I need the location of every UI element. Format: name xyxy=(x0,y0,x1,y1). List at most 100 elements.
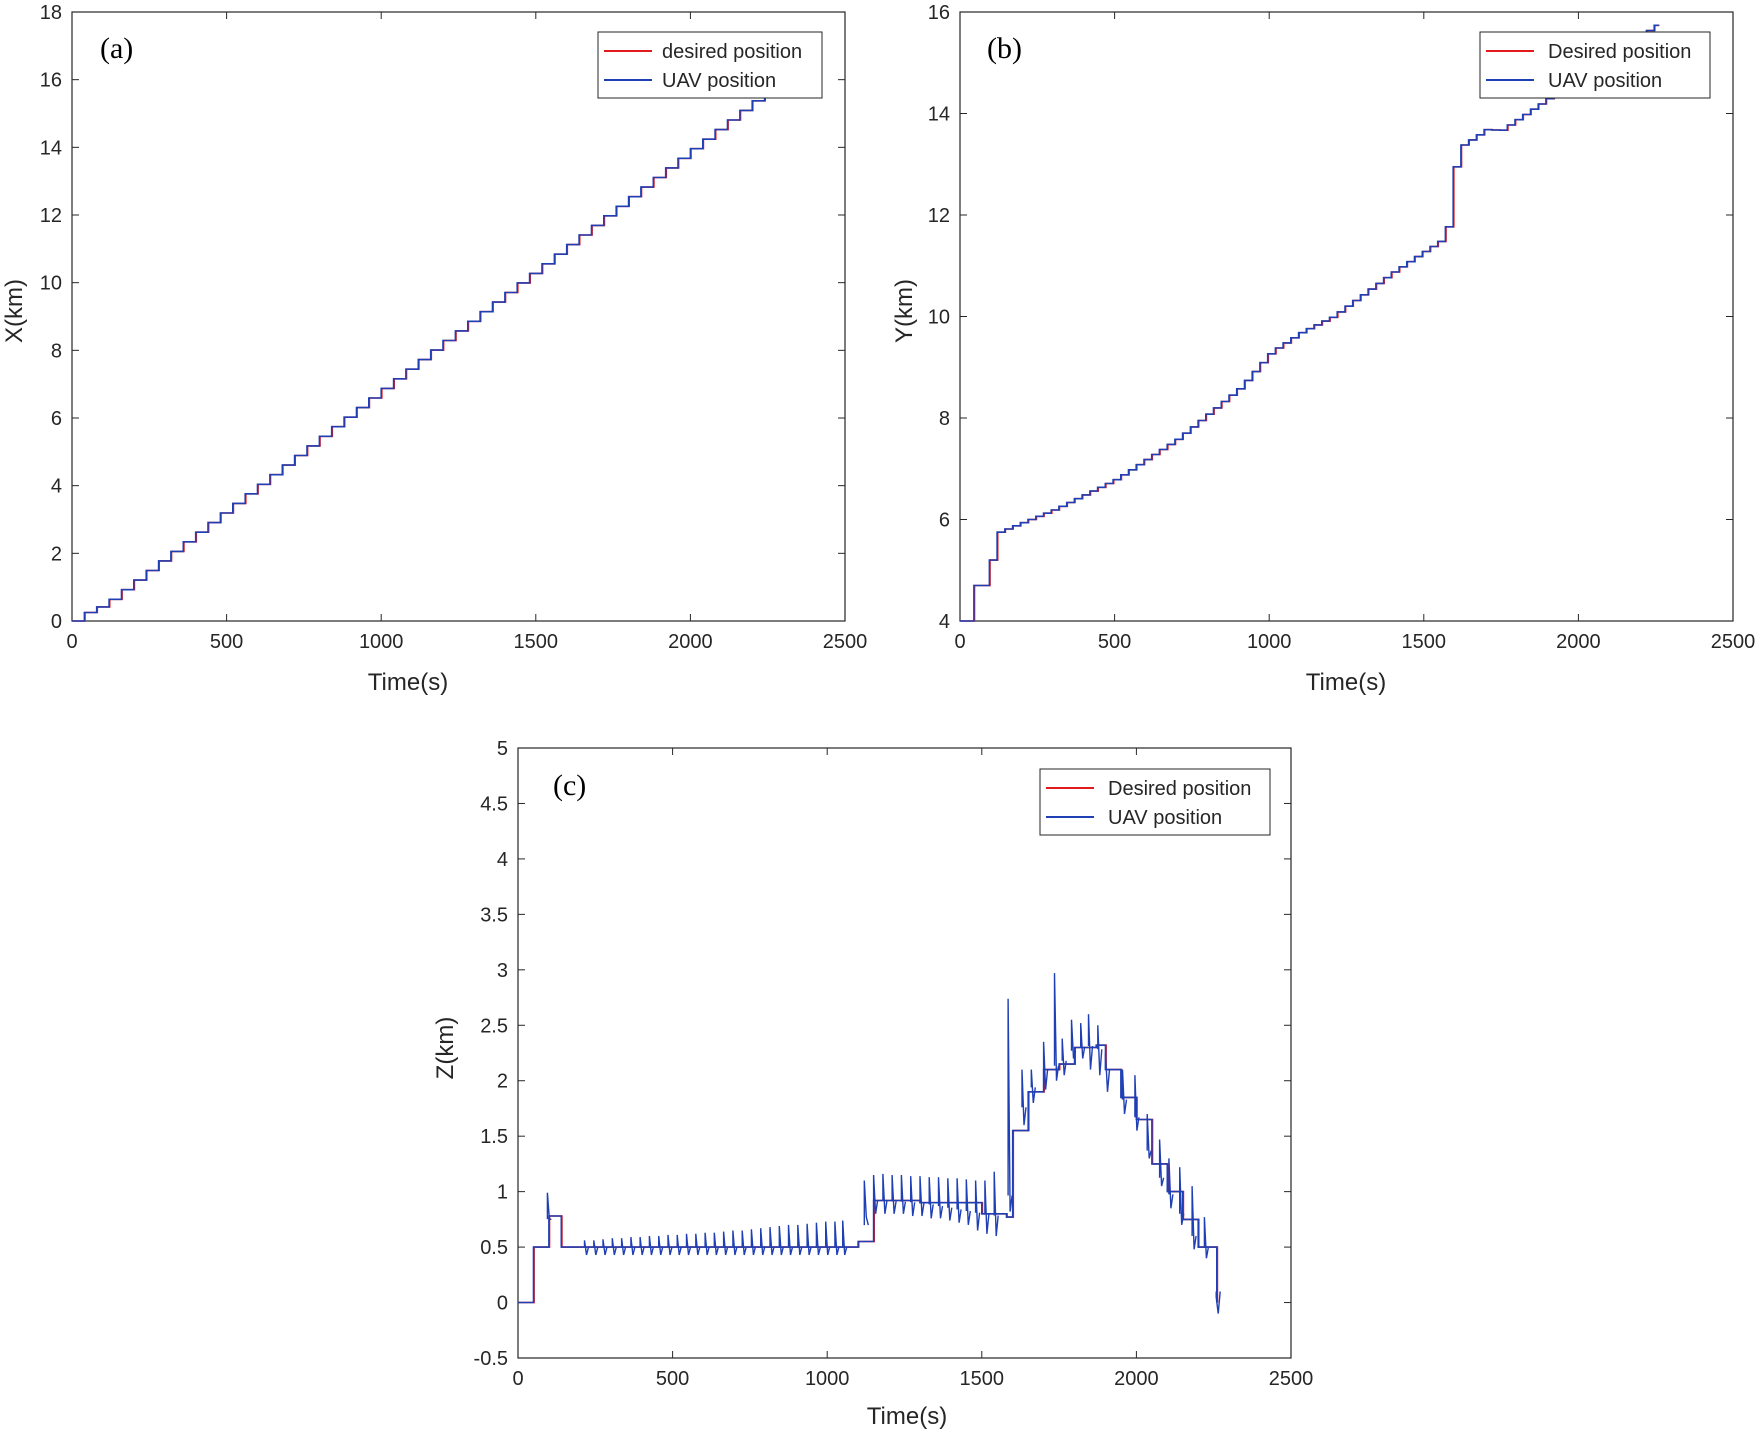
uav-transient-spike xyxy=(620,1238,627,1256)
y-tick-label: 16 xyxy=(40,70,62,92)
plot-area-b: 0 500 1000 1500 2000 2500 4 6 8 10 12 14 16 xyxy=(928,2,1756,653)
y-tick-label: 4 xyxy=(939,611,950,633)
y-tick-label: 8 xyxy=(939,408,950,430)
axes-box-c xyxy=(517,747,1292,1359)
plot-area-a: 0 500 1000 1500 2000 2500 0 2 4 6 8 10 12 14 16 18 xyxy=(40,2,868,653)
uav-transient-spike xyxy=(1121,1069,1128,1115)
x-tick-label: 2000 xyxy=(668,631,713,653)
uav-transient-spike xyxy=(815,1222,822,1256)
uav-transient-spike xyxy=(1168,1158,1174,1209)
y-axis-label-b: Y(km) xyxy=(891,279,918,343)
x-tick-label: 2500 xyxy=(823,631,868,653)
legend-b: Desired position UAV position xyxy=(1479,31,1711,99)
axes-box-a xyxy=(71,11,846,622)
x-tick-label: 2000 xyxy=(1114,1368,1159,1390)
x-tick-label: 1000 xyxy=(359,631,404,653)
panel-label-b: (b) xyxy=(987,32,1022,65)
uav-transient-spike xyxy=(1104,1052,1111,1092)
x-axis-label-b: Time(s) xyxy=(1306,669,1386,696)
x-tick-label: 1500 xyxy=(514,631,559,653)
x-axis-label-c: Time(s) xyxy=(867,1403,947,1430)
y-tick-label: 2 xyxy=(51,543,62,565)
x-axis-label-a: Time(s) xyxy=(368,669,448,696)
uav-transient-spike xyxy=(760,1228,766,1256)
y-axis-label-a: X(km) xyxy=(1,279,28,343)
y-tick-label: 18 xyxy=(40,2,62,24)
chart-panel-a: 0 500 1000 1500 2000 2500 0 2 4 6 8 10 12 14 16 18 Time… xyxy=(1,2,867,696)
y-tick-label: 10 xyxy=(928,307,950,329)
uav-transient-spike xyxy=(1061,1038,1067,1076)
uav-transient-spike xyxy=(685,1233,692,1256)
y-tick-label: 6 xyxy=(939,510,950,532)
legend-label-desired-c: Desired position xyxy=(1108,778,1251,800)
uav-transient-spike xyxy=(1179,1167,1185,1226)
y-tick-label: 0.5 xyxy=(480,1237,508,1259)
x-tick-label: 1000 xyxy=(1247,631,1292,653)
uav-transient-spike xyxy=(602,1239,608,1256)
y-tick-label: 8 xyxy=(51,340,62,362)
uav-transient-spike xyxy=(667,1234,673,1256)
plot-area-c: 0 500 1000 1500 2000 2500-0.500.511.522.533.5… xyxy=(474,738,1314,1390)
y-tick-label: 1 xyxy=(497,1182,508,1204)
y-tick-label: 5 xyxy=(497,738,508,760)
series-line-uav-b xyxy=(960,24,1659,622)
uav-transient-spike xyxy=(806,1223,812,1256)
y-tick-label: 4.5 xyxy=(480,793,508,815)
x-tick-label: 2500 xyxy=(1711,631,1756,653)
uav-transient-spike xyxy=(593,1240,599,1256)
uav-transient-spike xyxy=(965,1179,971,1225)
x-tick-label: 500 xyxy=(1098,631,1131,653)
y-tick-label: 4 xyxy=(51,476,62,498)
uav-transient-spike xyxy=(1191,1186,1197,1250)
uav-transient-spike xyxy=(1097,1025,1103,1076)
y-axis-label-c: Z(km) xyxy=(432,1017,459,1080)
y-tick-label: 0 xyxy=(51,611,62,633)
uav-transient-spike xyxy=(630,1237,636,1256)
uav-transient-spike xyxy=(834,1221,840,1256)
uav-transient-spike xyxy=(1134,1075,1140,1131)
y-tick-label: 2.5 xyxy=(480,1015,508,1037)
x-tick-label: 0 xyxy=(954,631,965,653)
uav-transient-spike xyxy=(919,1176,925,1217)
uav-transient-spike xyxy=(611,1238,617,1256)
legend-label-uav-b: UAV position xyxy=(1548,70,1662,92)
x-tick-label: 1000 xyxy=(805,1368,850,1390)
panel-label-c: (c) xyxy=(553,769,586,802)
y-tick-label: 12 xyxy=(40,205,62,227)
uav-transient-spike xyxy=(676,1234,682,1256)
uav-transient-spike xyxy=(695,1233,701,1256)
uav-transient-spike xyxy=(1158,1139,1165,1187)
series-line-uav-a xyxy=(72,90,771,622)
y-tick-label: 16 xyxy=(928,2,950,24)
uav-transient-spike xyxy=(863,1180,869,1226)
y-tick-label: 1.5 xyxy=(480,1126,508,1148)
uav-transient-spike xyxy=(658,1235,664,1256)
uav-transient-spike xyxy=(974,1180,981,1231)
uav-transient-spike xyxy=(583,1240,590,1256)
x-tick-label: 0 xyxy=(66,631,77,653)
uav-transient-spike xyxy=(910,1176,916,1217)
uav-transient-spike xyxy=(1070,1019,1077,1059)
uav-transient-spike xyxy=(1053,973,1060,1081)
y-tick-label: 4 xyxy=(497,849,508,871)
uav-transient-spike xyxy=(546,1192,552,1221)
legend-c: Desired position UAV position xyxy=(1039,768,1271,836)
y-tick-label: 2 xyxy=(497,1071,508,1093)
legend-label-desired-a: desired position xyxy=(662,41,802,63)
uav-transient-spike xyxy=(639,1237,645,1256)
uav-transient-spike xyxy=(937,1177,944,1219)
uav-transient-spike xyxy=(900,1174,907,1214)
legend-label-desired-b: Desired position xyxy=(1548,41,1691,63)
chart-panel-c: 0 500 1000 1500 2000 2500-0.500.511.522.533.5… xyxy=(432,738,1313,1430)
uav-transient-spike xyxy=(1030,1069,1036,1103)
uav-transient-spike xyxy=(956,1178,962,1223)
panel-label-a: (a) xyxy=(100,32,133,65)
uav-transient-spike xyxy=(704,1232,710,1256)
uav-transient-spike xyxy=(825,1221,831,1256)
uav-transient-spike xyxy=(778,1225,784,1256)
x-tick-label: 0 xyxy=(512,1368,523,1390)
uav-transient-spike xyxy=(928,1177,934,1219)
uav-transient-spike xyxy=(993,1171,999,1237)
